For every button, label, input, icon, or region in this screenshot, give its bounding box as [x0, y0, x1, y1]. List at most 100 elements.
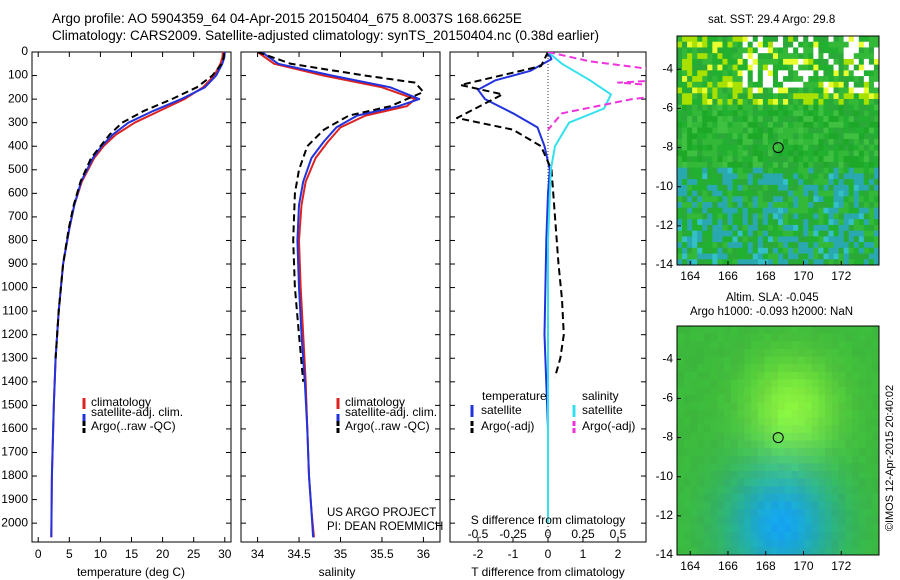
map-cell [808, 219, 814, 226]
map-cell [818, 144, 824, 151]
map-cell [767, 81, 774, 89]
map-cell [692, 110, 698, 117]
map-cell [833, 173, 840, 180]
map-cell [788, 121, 794, 129]
map-cell [757, 253, 764, 260]
map-cell [692, 196, 698, 203]
map-cell [848, 93, 855, 100]
map-cell [848, 144, 855, 151]
map-cell [757, 150, 764, 157]
map-cell [823, 179, 829, 186]
map-cell [742, 144, 749, 151]
map-cell [838, 409, 846, 419]
map-cell [702, 230, 708, 237]
map-cell [838, 144, 845, 151]
map-cell [863, 81, 870, 89]
map-cell [865, 356, 873, 365]
map-cell [692, 64, 698, 71]
map-cell [843, 121, 850, 129]
map-cell [811, 356, 819, 365]
map-cell [737, 509, 745, 518]
map-cell [757, 236, 764, 243]
map-cell [791, 509, 799, 518]
map-cell [845, 471, 853, 480]
map-cell [677, 70, 683, 77]
map-cell [727, 161, 734, 169]
map-cell [692, 70, 698, 77]
map-cell [712, 36, 718, 43]
map-cell [778, 161, 784, 169]
map-cell [853, 47, 860, 54]
map-cell [868, 58, 875, 66]
map-cell [737, 139, 744, 146]
map-cell [858, 326, 867, 335]
lat-tick-label: -14 [656, 547, 674, 561]
map-cell [751, 509, 759, 518]
map-cell [702, 127, 708, 134]
map-cell [811, 394, 819, 403]
map-cell [707, 213, 713, 220]
map-cell [804, 341, 813, 350]
map-cell [845, 394, 853, 403]
map-cell [771, 326, 779, 335]
map-cell [772, 167, 779, 174]
map-cell [833, 139, 840, 146]
map-cell [772, 93, 779, 100]
map-cell [843, 167, 850, 174]
map-cell [833, 167, 840, 174]
map-cell [762, 41, 769, 48]
map-cell [793, 161, 799, 169]
map-cell [771, 341, 779, 350]
map-cell [702, 150, 708, 157]
map-cell [687, 139, 693, 146]
map-cell [784, 448, 792, 457]
map-cell [703, 402, 712, 411]
map-cell [798, 184, 804, 192]
map-cell [687, 253, 693, 260]
map-cell [692, 93, 698, 100]
depth-tick-label: 1200 [1, 327, 28, 341]
map-cell [823, 167, 829, 174]
map-cell [737, 93, 744, 100]
legend-label-satellite: satellite-adj. clim. [91, 405, 183, 419]
map-cell [868, 47, 875, 54]
map-cell [803, 161, 809, 169]
map-cell [682, 93, 688, 100]
salinity-panel: 34 34.5 35 35.5 36 salinity climatology sate… [240, 51, 443, 579]
map-cell [865, 486, 873, 495]
map-cell [724, 532, 732, 541]
map-cell [737, 364, 745, 373]
map-cell [853, 190, 860, 197]
map-cell [710, 356, 718, 365]
map-cell [831, 409, 840, 419]
map-cell [798, 417, 806, 426]
map-cell [853, 213, 860, 220]
map-cell [804, 440, 813, 449]
map-cell [717, 247, 723, 255]
map-cell [803, 156, 809, 163]
map-cell [852, 539, 860, 548]
map-cell [852, 463, 860, 472]
map-cell [697, 259, 703, 265]
map-cell [852, 501, 860, 510]
map-cell [852, 509, 860, 518]
map-cell [697, 333, 705, 342]
map-cell [683, 463, 691, 472]
map-cell [747, 87, 754, 94]
map-cell [742, 179, 749, 186]
map-cell [808, 207, 814, 214]
map-cell [751, 364, 759, 373]
map-cell [778, 81, 784, 89]
map-cell [838, 236, 845, 243]
map-cell [818, 432, 826, 441]
map-cell [838, 493, 846, 503]
map-cell [825, 364, 833, 373]
map-cell [710, 524, 718, 533]
map-cell [772, 121, 779, 129]
map-cell [863, 76, 870, 83]
map-cell [683, 341, 691, 350]
map-cell [727, 179, 734, 186]
map-cell [843, 196, 850, 203]
map-cell [823, 207, 829, 214]
map-cell [845, 532, 853, 541]
